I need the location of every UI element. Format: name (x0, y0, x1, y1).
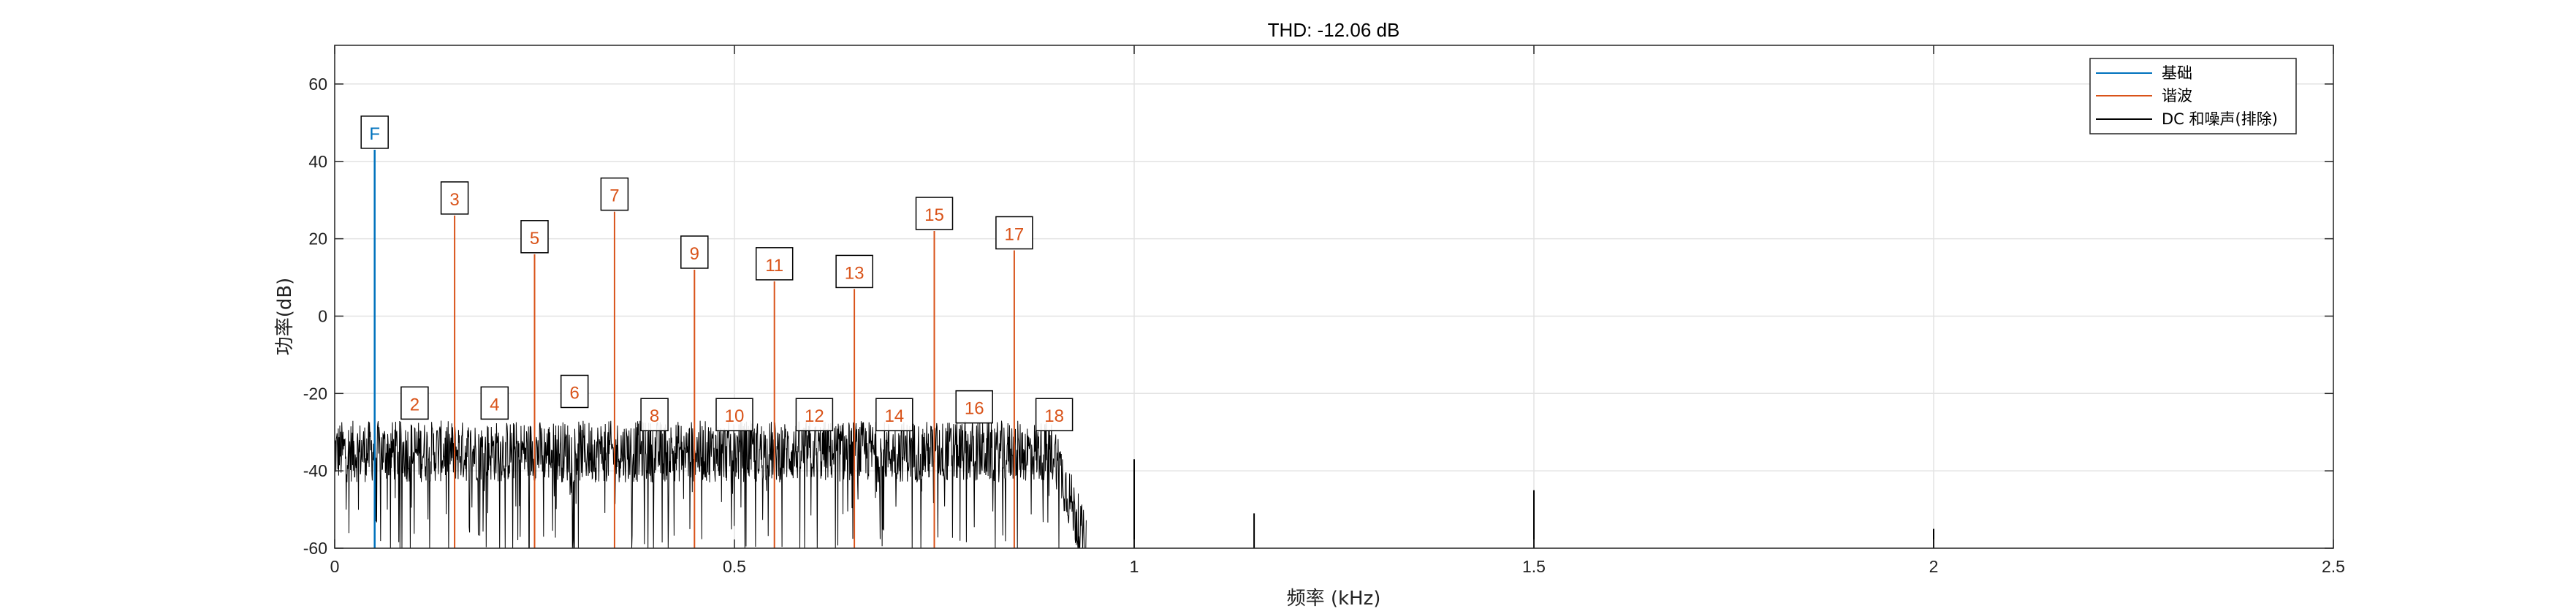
y-axis-ticks: -60 -40 -20 0 20 40 60 (303, 75, 2333, 558)
marker-box (400, 386, 429, 420)
marker-label: 3 (449, 190, 459, 210)
noise-trace (334, 420, 1087, 549)
harmonic-markers: 3 5 7 9 11 13 15 17 2 4 6 8 10 12 14 16 18 F (360, 115, 1074, 431)
legend-label-harmonic: 谐波 (2162, 87, 2192, 105)
marker-label: 6 (570, 383, 580, 403)
x-tick-label: 2 (1929, 557, 1939, 576)
marker-label: 17 (1005, 224, 1025, 244)
marker-label: 5 (530, 229, 539, 249)
x-tick-label: 2.5 (2322, 557, 2345, 576)
x-axis-ticks: 0 0.5 1 1.5 2 2.5 (330, 45, 2345, 576)
marker-box (520, 220, 549, 254)
marker-box (640, 398, 669, 431)
y-tick-label: 0 (318, 306, 327, 325)
legend-label-noise: DC 和噪声(排除) (2162, 110, 2278, 128)
marker-label: 18 (1044, 406, 1064, 426)
marker-box (1035, 398, 1074, 431)
x-tick-label: 1 (1130, 557, 1139, 576)
marker-box (835, 254, 873, 289)
y-axis-label: 功率(dB) (274, 278, 296, 356)
marker-box (915, 197, 954, 230)
marker-label: 12 (805, 406, 824, 426)
x-tick-label: 1.5 (1522, 557, 1546, 576)
marker-label: F (369, 124, 380, 144)
marker-label: 16 (965, 399, 984, 419)
marker-box (715, 398, 753, 431)
marker-label: 15 (924, 205, 944, 225)
marker-box (875, 398, 913, 431)
marker-box (600, 177, 629, 211)
marker-box (995, 216, 1033, 250)
chart-title: THD: -12.06 dB (1268, 19, 1400, 41)
y-tick-label: 60 (308, 75, 327, 94)
x-tick-label: 0.5 (723, 557, 746, 576)
marker-label: 2 (410, 395, 419, 414)
marker-label: 4 (490, 395, 499, 414)
marker-label: 9 (690, 244, 699, 264)
marker-label: 7 (609, 186, 619, 206)
marker-label: 11 (765, 256, 783, 276)
y-tick-label: -20 (303, 384, 327, 403)
legend-label-fundamental: 基础 (2162, 64, 2192, 82)
y-tick-label: 40 (308, 152, 327, 171)
marker-label: 13 (845, 263, 865, 283)
plot-frame (334, 45, 2334, 549)
marker-label: 10 (725, 406, 745, 426)
noise-series (334, 420, 1087, 549)
y-tick-label: -40 (303, 461, 327, 480)
y-tick-label: 20 (308, 230, 327, 249)
y-tick-label: -60 (303, 539, 327, 558)
marker-box (755, 247, 794, 281)
marker-box (680, 235, 709, 269)
harmonics-series (454, 211, 1015, 548)
marker-label: 8 (650, 406, 659, 426)
marker-box (795, 398, 834, 431)
marker-box (560, 374, 589, 409)
marker-box (955, 390, 993, 424)
marker-box (440, 181, 469, 215)
x-axis-label: 频率 (kHz) (1287, 588, 1381, 610)
x-tick-label: 0 (330, 557, 340, 576)
plot-area: 3 5 7 9 11 13 15 17 2 4 6 8 10 12 14 16 18 F 0 0.5 1 1.5 2 2.5… (303, 45, 2345, 576)
marker-box (480, 386, 509, 420)
marker-label: 14 (884, 406, 904, 426)
legend: 基础 谐波 DC 和噪声(排除) (2089, 58, 2297, 134)
marker-box (360, 115, 389, 149)
